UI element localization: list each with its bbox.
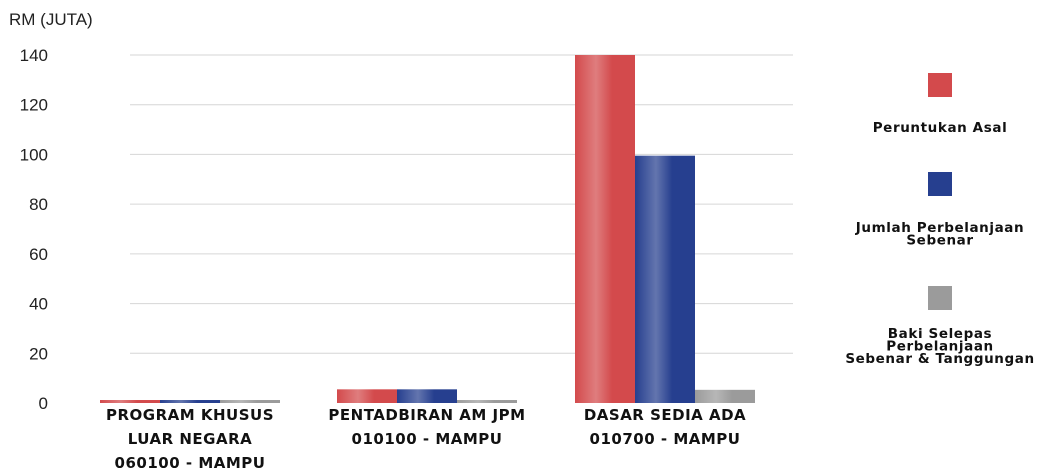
y-tick-label: 100 — [20, 145, 48, 164]
x-tick-label: DASAR SEDIA ADA 010700 - MAMPU — [584, 406, 746, 448]
gridlines — [130, 54, 793, 354]
y-tick-label: 80 — [29, 195, 48, 214]
bar — [220, 400, 280, 403]
legend-label: Jumlah Perbelanjaan Sebenar — [855, 220, 1024, 249]
y-tick-label: 20 — [29, 344, 48, 363]
y-tick-label: 0 — [39, 394, 48, 413]
legend-swatch — [928, 73, 952, 97]
legend: Peruntukan Asal Jumlah Perbelanjaan Sebena… — [845, 73, 1034, 367]
legend-label: Baki Selepas Perbelanjaan Sebenar & Tanggu… — [845, 326, 1034, 367]
x-axis-ticks: PROGRAM KHUSUS LUAR NEGARA 060100 - MAMPU P… — [106, 406, 746, 472]
y-axis-ticks: 0 20 40 60 80 100 120 140 — [20, 46, 48, 413]
legend-label: Peruntukan Asal — [873, 120, 1008, 136]
bar — [397, 389, 457, 403]
bar — [100, 400, 160, 403]
y-tick-label: 40 — [29, 295, 48, 314]
bar — [457, 400, 517, 403]
y-tick-label: 120 — [20, 96, 48, 115]
x-tick-label: PROGRAM KHUSUS LUAR NEGARA 060100 - MAMPU — [106, 406, 274, 472]
legend-swatch — [928, 172, 952, 196]
y-tick-label: 60 — [29, 245, 48, 264]
legend-swatch — [928, 286, 952, 310]
bar — [337, 389, 397, 403]
bar — [635, 155, 695, 403]
y-tick-label: 140 — [20, 46, 48, 65]
x-tick-label: PENTADBIRAN AM JPM 010100 - MAMPU — [328, 406, 525, 448]
bar — [160, 400, 220, 403]
bar — [695, 389, 755, 403]
bars — [100, 55, 755, 403]
bar — [575, 55, 635, 403]
y-axis-label: RM (JUTA) — [9, 10, 93, 29]
